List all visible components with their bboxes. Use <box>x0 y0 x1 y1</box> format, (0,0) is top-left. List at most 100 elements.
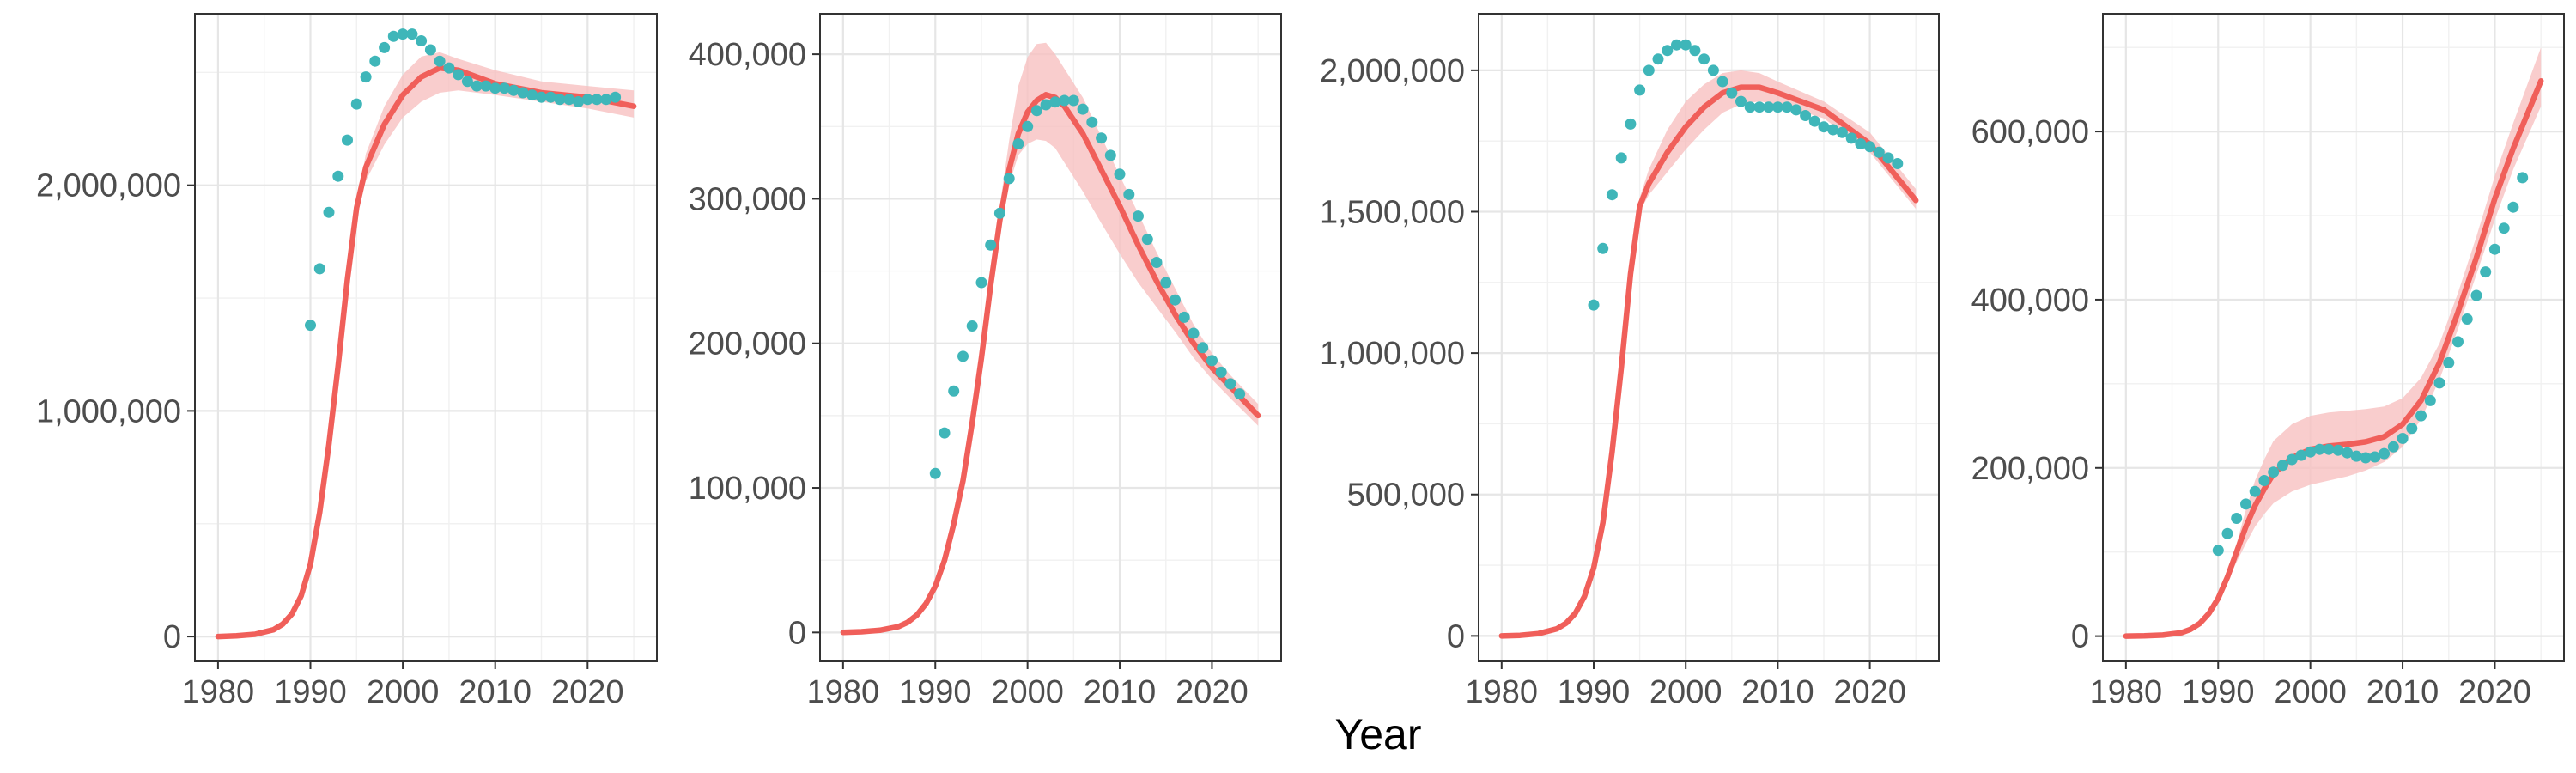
observed-point <box>526 89 538 101</box>
x-tick-label: 1980 <box>182 674 255 710</box>
observed-point <box>2360 452 2372 464</box>
x-tick-label: 1980 <box>1466 674 1539 710</box>
chart-panel-1: 0 1,000,000 2,000,000 1980 1990 2000 2010 2020 <box>36 13 658 710</box>
observed-point <box>1800 110 1812 121</box>
panel-background <box>2103 14 2564 661</box>
chart-panel-2: 0 100,000 200,000 300,000 400,000 1980 1990 200… <box>689 13 1282 710</box>
observed-point <box>929 467 941 479</box>
x-tick-label: 2020 <box>1176 674 1249 710</box>
observed-point <box>2305 446 2317 458</box>
observed-point <box>1215 366 1227 378</box>
observed-point <box>2415 410 2427 422</box>
model-line <box>840 92 1261 636</box>
x-tick-label: 1990 <box>899 674 972 710</box>
observed-point <box>379 41 391 53</box>
observed-point <box>1224 378 1236 390</box>
x-tick-label: 1980 <box>807 674 880 710</box>
observed-point <box>369 55 381 67</box>
x-tick-label: 2000 <box>1649 674 1722 710</box>
observed-point <box>1096 132 1108 144</box>
observed-point <box>1615 152 1627 164</box>
observed-point <box>1698 53 1710 65</box>
x-tick-label: 2000 <box>2274 674 2347 710</box>
observed-point <box>2424 394 2436 406</box>
observed-point <box>1040 99 1052 111</box>
observed-point <box>1059 94 1071 107</box>
observed-point <box>2498 222 2510 234</box>
observed-point <box>985 239 997 251</box>
observed-point <box>1114 168 1126 180</box>
observed-point <box>2517 172 2529 184</box>
observed-point <box>1086 116 1098 128</box>
observed-point <box>2507 201 2519 213</box>
observed-point <box>581 94 593 106</box>
y-tick-label: 0 <box>163 619 181 655</box>
observed-point <box>424 44 436 56</box>
observed-point <box>2470 289 2482 301</box>
observed-point <box>443 62 455 74</box>
observed-point <box>2240 498 2251 510</box>
x-tick-label: 1990 <box>274 674 347 710</box>
observed-point <box>1197 342 1209 354</box>
observed-point <box>387 30 399 42</box>
panel-border <box>194 13 658 662</box>
observed-point <box>2488 243 2500 255</box>
observed-point <box>1790 104 1802 116</box>
observed-point <box>342 134 353 146</box>
observed-point <box>2397 433 2409 444</box>
x-tick-label: 2010 <box>1084 674 1157 710</box>
observed-point <box>2443 356 2455 368</box>
observed-point <box>1030 105 1042 117</box>
x-tick-label: 1990 <box>2182 674 2255 710</box>
observed-point <box>2387 441 2399 453</box>
x-tick-label: 1990 <box>1558 674 1631 710</box>
observed-point <box>2313 443 2325 455</box>
chart-panel-4: 0 200,000 400,000 600,000 1980 1990 2000 2010 20… <box>1971 13 2565 710</box>
y-tick-label: 1,000,000 <box>36 393 181 429</box>
x-tick-label: 1980 <box>2090 674 2163 710</box>
observed-point <box>1643 64 1655 76</box>
observed-point <box>948 385 960 397</box>
observed-point <box>406 28 418 40</box>
observed-point <box>966 320 978 332</box>
observed-point <box>1022 120 1034 132</box>
observed-point <box>1049 96 1061 108</box>
observed-point <box>1206 355 1218 367</box>
observed-point <box>1597 242 1609 254</box>
y-tick-label: 500,000 <box>1347 478 1465 514</box>
observed-point <box>2452 336 2464 348</box>
panel-background <box>195 14 657 661</box>
observed-point <box>1652 53 1664 65</box>
observed-point <box>1003 173 1015 185</box>
observed-point <box>2461 313 2473 325</box>
observed-point <box>1716 76 1728 88</box>
observed-point <box>2249 485 2261 497</box>
observed-point <box>610 91 622 103</box>
panel-border <box>2102 13 2565 662</box>
observed-point <box>1151 257 1163 268</box>
observed-point <box>2433 377 2445 389</box>
observed-point <box>554 94 566 106</box>
observed-point <box>1606 189 1618 201</box>
y-tick-label: 1,500,000 <box>1320 194 1465 230</box>
observed-point <box>453 69 465 81</box>
y-tick-label: 200,000 <box>1971 451 2089 487</box>
y-tick-label: 0 <box>1447 618 1465 654</box>
observed-point <box>1744 101 1756 113</box>
observed-point <box>507 84 519 96</box>
observed-point <box>1077 103 1089 115</box>
observed-point <box>1133 210 1144 222</box>
x-axis-title: Year <box>1334 710 1421 758</box>
observed-point <box>1836 126 1848 138</box>
observed-point <box>2231 513 2243 524</box>
observed-point <box>1808 115 1820 127</box>
observed-point <box>1753 101 1765 113</box>
observed-point <box>1845 132 1857 144</box>
observed-point <box>1067 94 1079 107</box>
observed-point <box>2323 443 2335 455</box>
x-tick-label: 2000 <box>991 674 1064 710</box>
observed-point <box>2212 545 2224 557</box>
x-tick-label: 2010 <box>1741 674 1814 710</box>
panel-border <box>1478 13 1940 662</box>
